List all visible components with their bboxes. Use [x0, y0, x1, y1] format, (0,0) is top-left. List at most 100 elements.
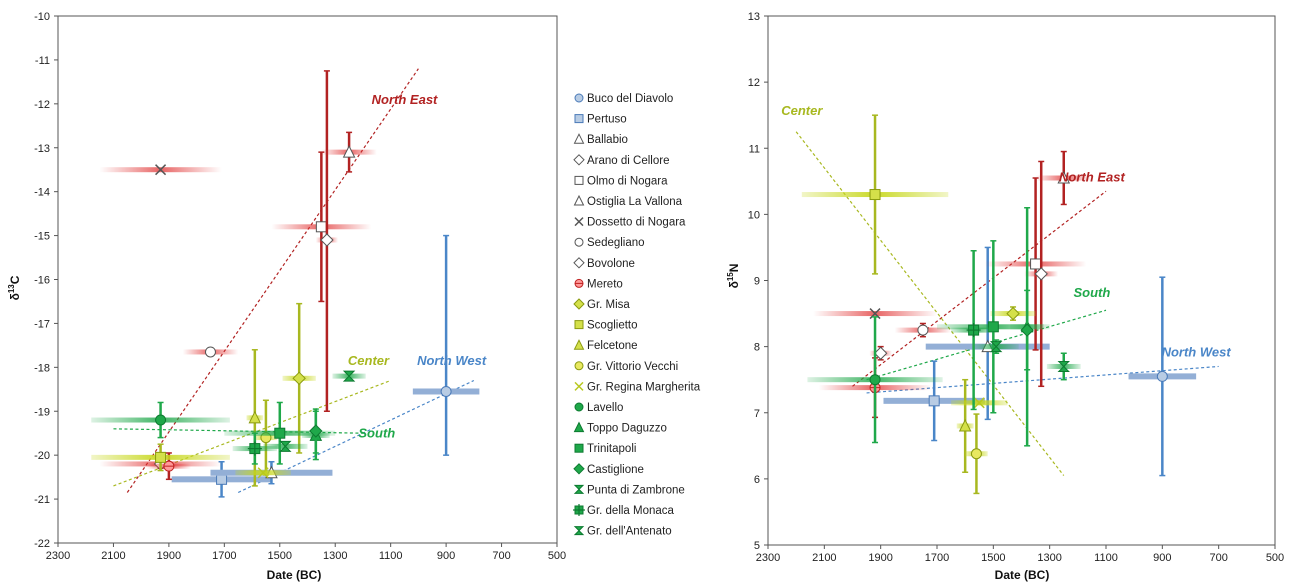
- legend-item-arano-di-cellore: Arano di Cellore: [573, 154, 669, 167]
- point-pertuso: [883, 360, 985, 442]
- legend-label: Punta di Zambrone: [587, 484, 685, 496]
- legend-marker-punta-di-zambrone: [573, 484, 585, 494]
- legend-marker-bovolone: [573, 257, 585, 269]
- legend-label: Scoglietto: [587, 320, 638, 332]
- point-gr-dell-antenato: [263, 440, 308, 452]
- legend-marker-castiglione: [573, 463, 585, 475]
- point-pertuso-marker: [928, 395, 940, 407]
- y-tick-label: 11: [749, 143, 760, 155]
- point-gr-regina-margherita-marker: [973, 397, 985, 409]
- legend-item-gr-vittorio-vecchi: Gr. Vittorio Vecchi: [574, 361, 678, 373]
- point-punta-di-zambrone-marker: [342, 370, 356, 382]
- point-gr-dell-antenato-marker: [279, 440, 292, 452]
- legend-marker-lavello: [574, 402, 584, 412]
- region-label-north-east: North East: [372, 92, 438, 107]
- d15n-chart: Date (BC) δ15N 2300 2100 1900 1700 1500 1300 1…: [726, 11, 1284, 582]
- legend-item-gr-dell-antenato: Gr. dell'Antenato: [573, 526, 672, 538]
- legend-label: Buco del Diavolo: [587, 93, 673, 105]
- point-lavello: [91, 401, 230, 439]
- point-dossetto-di-nogara: [813, 308, 937, 320]
- legend-marker-scoglietto: [574, 320, 584, 330]
- point-arano-di-cellore-marker: [320, 233, 334, 247]
- point-lavello-marker: [155, 414, 167, 426]
- point-trinitapoli: [224, 401, 336, 465]
- y-tick-label: -19: [34, 406, 50, 418]
- point-felcetone-marker: [958, 418, 972, 432]
- y-axis-title: δ13C: [7, 275, 22, 300]
- legend-marker-gr-misa: [573, 298, 585, 310]
- point-ostiglia-la-vallona-marker: [1057, 170, 1071, 184]
- legend-marker-gr-dell-antenato: [573, 526, 585, 536]
- x-tick-label: 1500: [268, 550, 292, 562]
- legend-label: Lavello: [587, 402, 623, 414]
- point-gr-regina-margherita: [951, 397, 1008, 409]
- x-axis-title: Date (BC): [267, 568, 322, 582]
- x-tick-label: 2300: [756, 552, 780, 564]
- point-scoglietto-marker: [869, 189, 881, 201]
- point-gr-regina-margherita: [235, 467, 291, 479]
- point-castiglione: [309, 408, 323, 454]
- x-tick-label: 1700: [925, 552, 949, 564]
- x-axis-title: Date (BC): [995, 568, 1050, 582]
- point-buco-del-diavolo: [1128, 276, 1197, 477]
- point-punta-di-zambrone: [1046, 352, 1081, 381]
- x-tick-label: 1900: [157, 550, 181, 562]
- legend-marker-dossetto-di-nogara-stroke-b: [574, 217, 584, 227]
- point-gr-misa: [282, 302, 316, 454]
- point-gr-regina-margherita-marker-stroke-b: [257, 467, 269, 479]
- y-tick-label: 7: [754, 408, 760, 420]
- y-tick-label: -11: [35, 55, 50, 67]
- plot-frame: [767, 15, 1276, 546]
- point-lavello: [807, 316, 943, 444]
- legend-marker-sedegliano: [574, 237, 584, 247]
- point-lavello-marker: [869, 374, 881, 386]
- x-tick-label: 1100: [1094, 552, 1118, 564]
- region-label-north-east: North East: [1059, 169, 1125, 184]
- legend-item-dossetto-di-nogara: Dossetto di Nogara: [574, 217, 686, 229]
- x-tick-label: 900: [1153, 552, 1171, 564]
- legend-label: Toppo Daguzzo: [587, 423, 667, 435]
- legend-marker-gr-regina-margherita-stroke-b: [574, 381, 584, 391]
- legend: Buco del Diavolo Pertuso Ballabio Arano di …: [573, 93, 701, 538]
- region-label-south: South: [358, 426, 395, 441]
- point-gr-regina-margherita-marker-stroke-b: [973, 397, 985, 409]
- trend-line-north-east: [852, 190, 1107, 387]
- point-gr-vittorio-vecchi: [965, 413, 988, 495]
- legend-marker-pertuso: [574, 114, 584, 124]
- point-ostiglia-la-vallona: [321, 131, 377, 173]
- point-bovolone: [869, 345, 892, 361]
- y-axis-title: δ15N: [726, 264, 741, 289]
- region-label-center: Center: [348, 353, 390, 368]
- x-tick-label: 900: [437, 550, 455, 562]
- point-buco-del-diavolo-marker: [440, 385, 452, 397]
- y-tick-label: -18: [34, 362, 50, 374]
- legend-label: Gr. della Monaca: [587, 505, 675, 517]
- point-arano-di-cellore: [1024, 160, 1059, 388]
- point-ostiglia-la-vallona: [1035, 150, 1092, 206]
- y-tick-label: 13: [748, 11, 760, 23]
- legend-label: Ostiglia La Vallona: [587, 196, 683, 208]
- y-tick-label: -15: [34, 231, 50, 243]
- point-scoglietto-marker: [155, 451, 167, 463]
- point-castiglione-marker: [1020, 323, 1034, 337]
- trend-line-center: [795, 131, 1065, 476]
- point-dossetto-di-nogara-marker-stroke-b: [869, 308, 881, 320]
- point-felcetone-marker: [248, 410, 262, 424]
- y-tick-label: 8: [754, 342, 760, 354]
- x-tick-label: 700: [492, 550, 510, 562]
- legend-item-scoglietto: Scoglietto: [574, 320, 638, 332]
- point-punta-di-zambrone: [332, 370, 366, 382]
- legend-marker-arano-di-cellore: [573, 154, 585, 166]
- y-tick-label: -12: [34, 99, 50, 111]
- point-gr-dell-antenato: [973, 339, 1019, 354]
- point-punta-di-zambrone-marker: [1057, 360, 1070, 372]
- point-sedegliano: [182, 346, 239, 358]
- x-tick-label: 2100: [812, 552, 836, 564]
- legend-label: Dossetto di Nogara: [587, 217, 686, 229]
- region-label-north-west: North West: [1162, 345, 1232, 360]
- y-tick-label: 10: [748, 209, 760, 221]
- legend-item-felcetone: Felcetone: [573, 339, 638, 352]
- x-tick-label: 1100: [379, 550, 403, 562]
- legend-marker-ostiglia-la-vallona: [573, 194, 585, 206]
